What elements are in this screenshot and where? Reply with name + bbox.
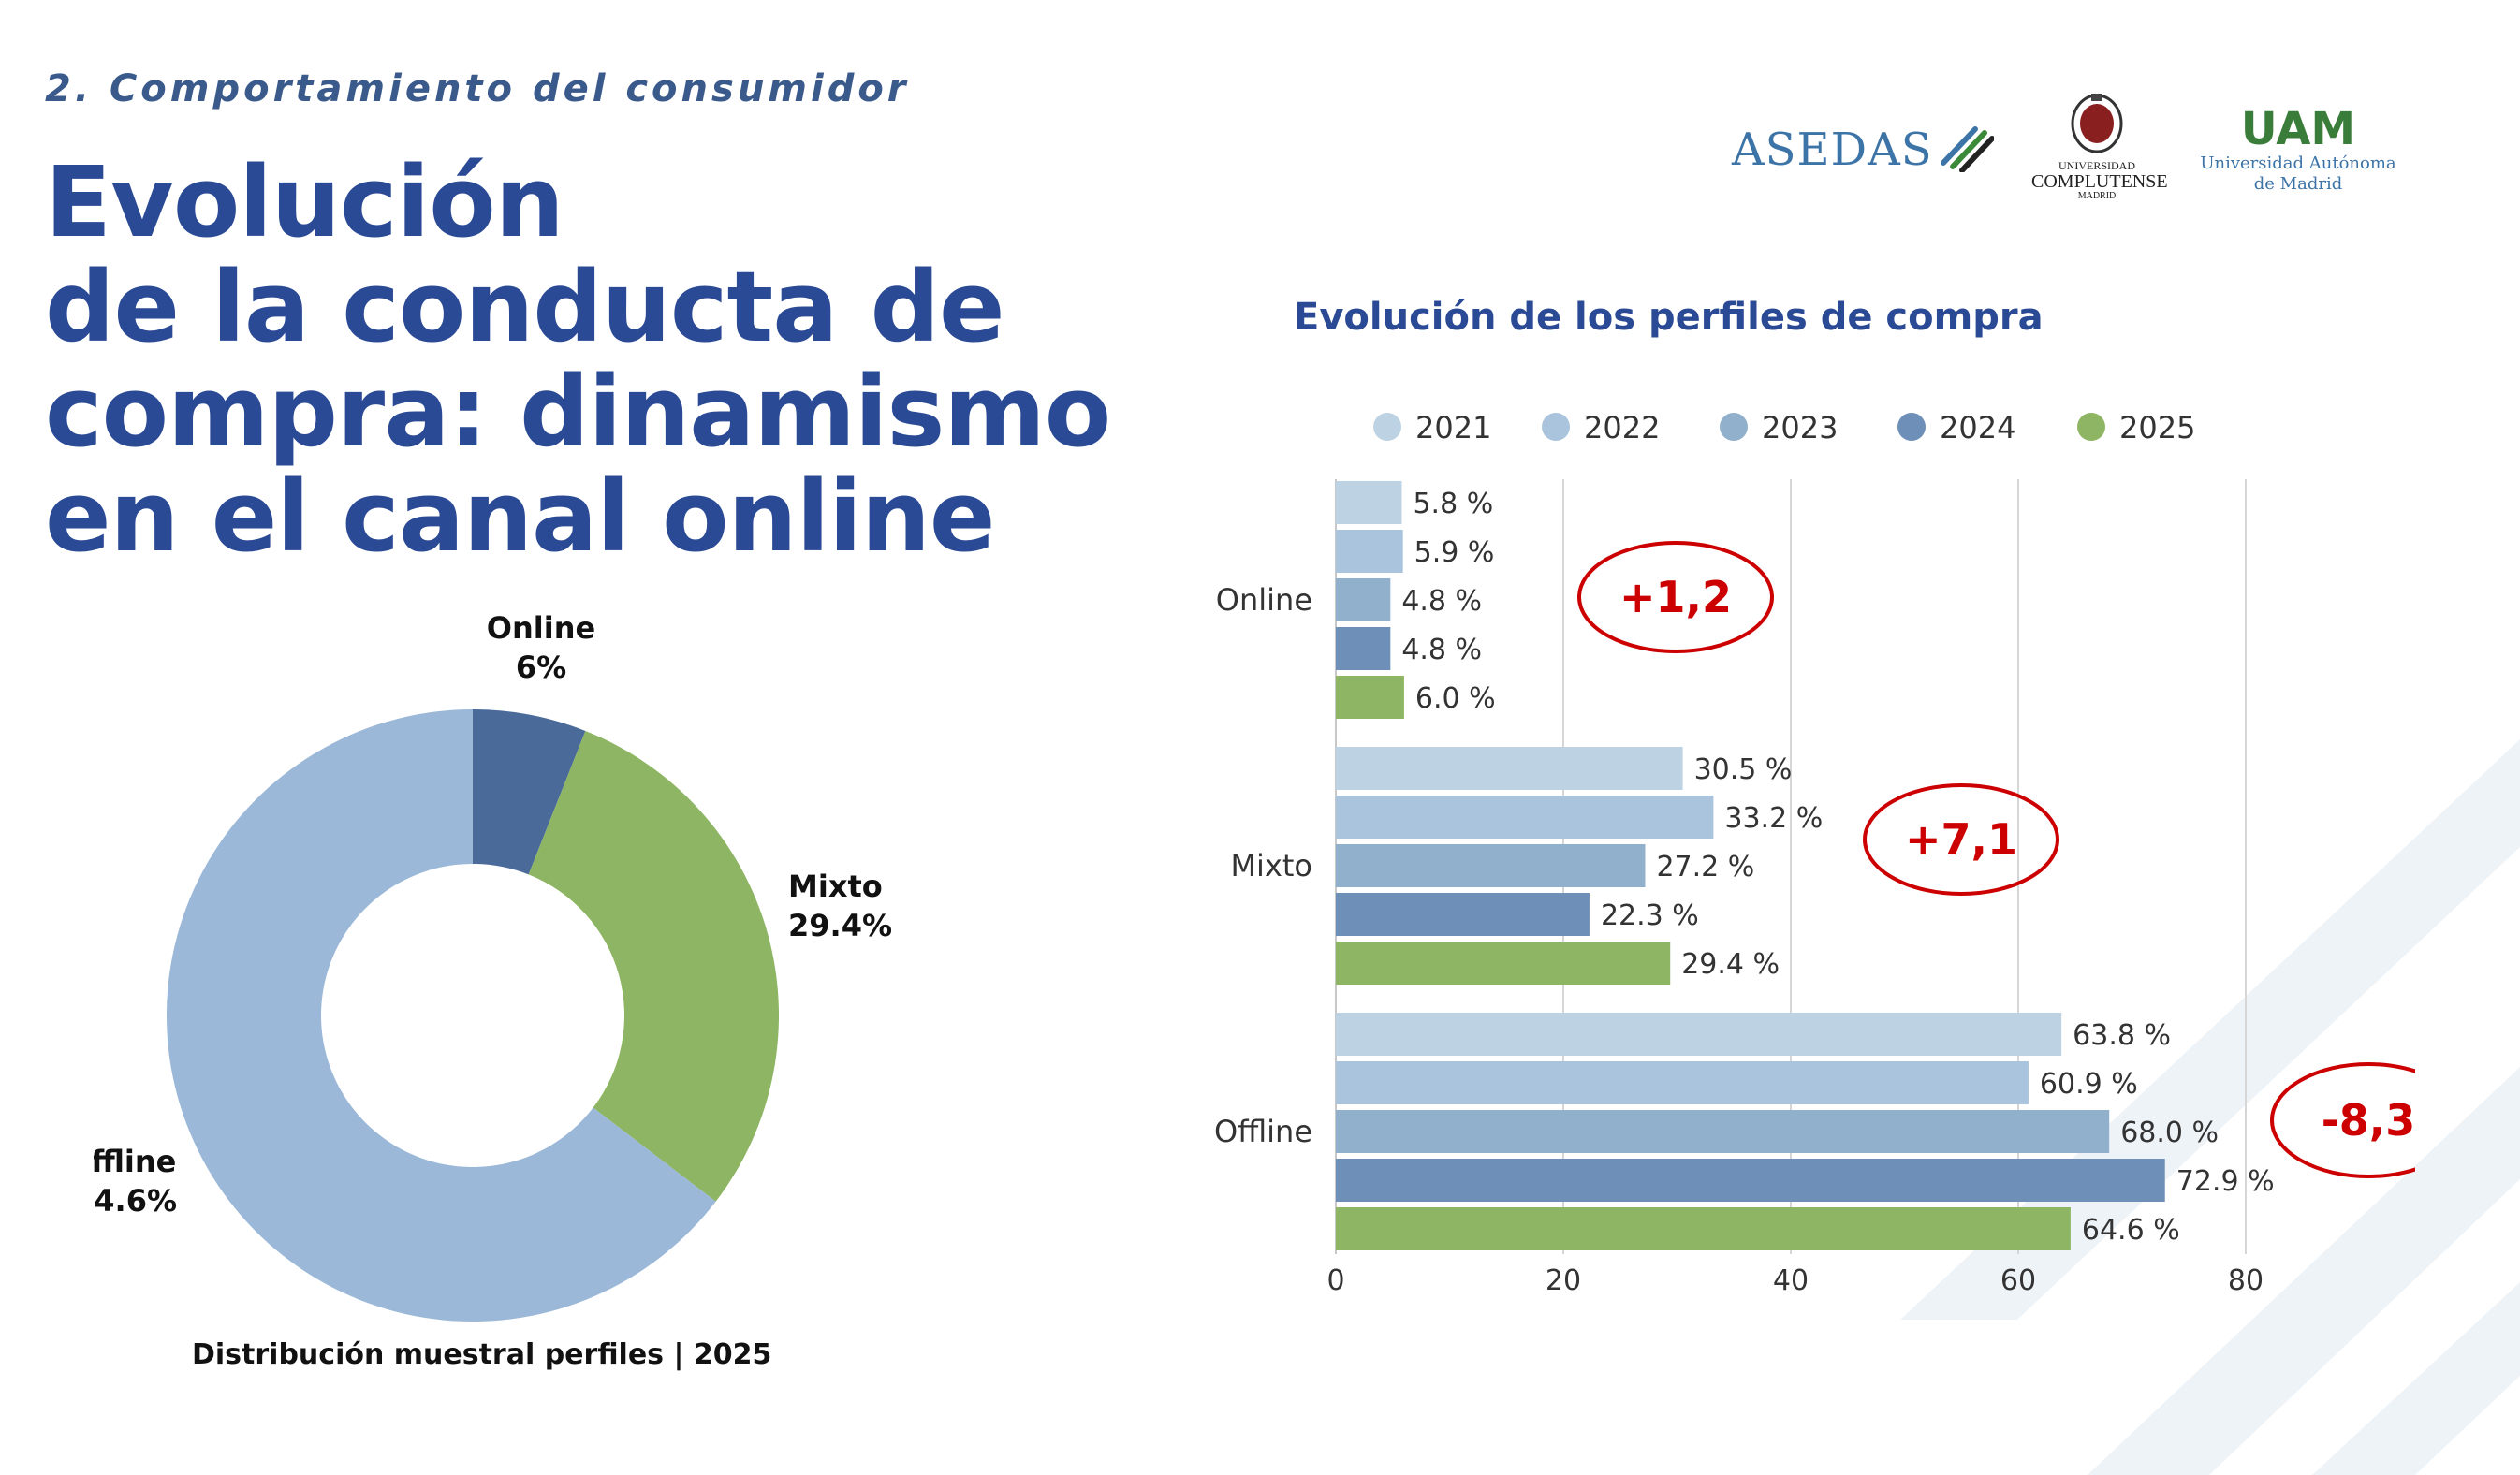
- uam-logo-text: Universidad Autónoma de Madrid: [2195, 153, 2401, 195]
- section-label: 2. Comportamiento del consumidor: [45, 67, 910, 110]
- bar-offline-2024: [1336, 1159, 2165, 1202]
- bar-offline-2023: [1336, 1110, 2110, 1153]
- partner-logos: ASEDAS UNIVERSIDAD COMPLUTENSE MADRID UA…: [1722, 90, 2396, 212]
- x-tick-label: 80: [2228, 1264, 2264, 1297]
- donut-caption: Distribución muestral perfiles | 2025: [192, 1338, 772, 1371]
- pie-slice-offline: [167, 709, 716, 1322]
- data-label: 63.8 %: [2073, 1019, 2171, 1052]
- annotation-ellipse: [1863, 783, 2059, 896]
- ucm-crest-icon: [2071, 94, 2123, 153]
- legend-swatch-2021: [1373, 413, 1401, 441]
- ucm-logo-line: COMPLUTENSE: [2031, 171, 2168, 192]
- data-label: 72.9 %: [2176, 1165, 2275, 1198]
- ucm-logo-line: UNIVERSIDAD: [2058, 159, 2135, 172]
- page-title: Evolución de la conducta de compra: dina…: [45, 150, 1262, 569]
- bar-offline-2021: [1336, 1013, 2062, 1056]
- ucm-logo-text: UNIVERSIDAD COMPLUTENSE MADRID: [2031, 159, 2168, 202]
- asedas-logo-text: ASEDAS: [1732, 124, 1933, 176]
- uam-logo-line: de Madrid: [2253, 174, 2343, 194]
- x-tick-label: 40: [1773, 1264, 1809, 1297]
- bar-online-2022: [1336, 530, 1403, 573]
- page-title-line: de la conducta de: [45, 250, 1005, 364]
- annotation-ellipse: [1577, 541, 1774, 653]
- slice-value-label: 64.6%: [94, 1183, 177, 1219]
- uam-logo-line: Universidad Autónoma: [2200, 153, 2396, 173]
- bar-mixto-2021: [1336, 747, 1683, 790]
- bar-online-2025: [1336, 676, 1404, 719]
- category-label-mixto: Mixto: [1230, 848, 1312, 884]
- annotation-label: +1,2: [1619, 572, 1732, 622]
- bar-mixto-2022: [1336, 796, 1714, 839]
- page-title-line: Evolución: [45, 145, 564, 259]
- data-label: 5.8 %: [1413, 488, 1493, 520]
- annotation-label: -8,3: [2322, 1095, 2415, 1146]
- legend-label-2023: 2023: [1762, 410, 1838, 445]
- legend-swatch-2023: [1720, 413, 1748, 441]
- bar-mixto-2024: [1336, 893, 1590, 936]
- legend-label-2021: 2021: [1415, 410, 1491, 445]
- asedas-stripes-icon: [1940, 126, 1995, 173]
- data-label: 4.8 %: [1401, 634, 1482, 666]
- bar-chart-title: Evolución de los perfiles de compra: [1294, 296, 2044, 339]
- uam-logo: UAM Universidad Autónoma de Madrid: [2195, 105, 2401, 195]
- ucm-logo: UNIVERSIDAD COMPLUTENSE MADRID: [2031, 90, 2168, 202]
- page-title-line: en el canal online: [45, 460, 995, 574]
- slice-value-label: 6%: [516, 650, 566, 685]
- bar-mixto-2025: [1336, 942, 1671, 985]
- uam-logo-mark: UAM: [2240, 103, 2356, 155]
- bar-mixto-2023: [1336, 844, 1646, 887]
- legend-label-2025: 2025: [2119, 410, 2195, 445]
- slice-label: Offline: [94, 1144, 176, 1179]
- x-tick-label: 60: [2000, 1264, 2036, 1297]
- data-label: 64.6 %: [2082, 1214, 2180, 1247]
- bar-chart: 2021 2022 2023 2024 2025 0 20 40 60 80 Online 5.8 %…: [1214, 410, 2415, 1297]
- bar-offline-2022: [1336, 1061, 2029, 1104]
- data-label: 27.2 %: [1656, 851, 1754, 884]
- bar-online-2021: [1336, 481, 1402, 524]
- legend-swatch-2022: [1542, 413, 1570, 441]
- legend-swatch-2024: [1897, 413, 1926, 441]
- page-title-line: compra: dinamismo: [45, 355, 1111, 469]
- data-label: 22.3 %: [1601, 899, 1699, 932]
- data-label: 6.0 %: [1415, 682, 1496, 715]
- data-label: 29.4 %: [1681, 948, 1780, 981]
- data-label: 60.9 %: [2040, 1068, 2138, 1101]
- legend-swatch-2025: [2077, 413, 2105, 441]
- legend-label-2022: 2022: [1584, 410, 1660, 445]
- donut-chart: Online 6% Mixto 29.4% Offline 64.6%: [94, 610, 892, 1322]
- annotation-ellipse: [2270, 1062, 2415, 1178]
- slice-value-label: 29.4%: [788, 908, 892, 943]
- data-label: 5.9 %: [1414, 536, 1495, 569]
- bar-online-2023: [1336, 578, 1391, 621]
- category-label-offline: Offline: [1214, 1114, 1312, 1149]
- data-label: 68.0 %: [2120, 1117, 2219, 1149]
- data-label: 4.8 %: [1401, 585, 1482, 618]
- asedas-logo: ASEDAS: [1732, 122, 1995, 176]
- ucm-logo-line: MADRID: [2077, 191, 2117, 201]
- data-label: 30.5 %: [1694, 753, 1793, 786]
- slice-label: Mixto: [788, 869, 883, 904]
- bar-online-2024: [1336, 627, 1391, 670]
- annotation-label: +7,1: [1905, 814, 2017, 865]
- data-label: 33.2 %: [1724, 802, 1823, 835]
- category-label-online: Online: [1216, 582, 1312, 618]
- x-tick-label: 0: [1326, 1264, 1344, 1297]
- slice-label: Online: [487, 610, 595, 646]
- pie-slice-online: [473, 709, 586, 875]
- pie-slice-mixto: [528, 730, 779, 1202]
- x-tick-label: 20: [1546, 1264, 1581, 1297]
- legend-label-2024: 2024: [1940, 410, 2015, 445]
- bar-offline-2025: [1336, 1207, 2071, 1250]
